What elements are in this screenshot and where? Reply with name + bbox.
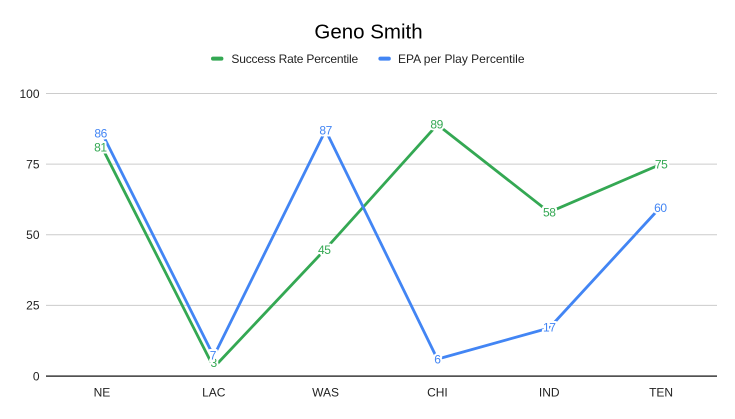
svg-text:IND: IND [539, 386, 560, 400]
svg-text:TEN: TEN [649, 386, 673, 400]
svg-text:3: 3 [210, 356, 217, 370]
svg-text:50: 50 [26, 228, 40, 242]
svg-text:Geno Smith: Geno Smith [314, 21, 422, 44]
svg-text:60: 60 [654, 201, 667, 215]
svg-text:CHI: CHI [427, 386, 448, 400]
svg-text:Success Rate Percentile: Success Rate Percentile [231, 52, 358, 66]
svg-text:75: 75 [26, 157, 40, 171]
svg-text:81: 81 [94, 141, 107, 155]
svg-text:87: 87 [319, 124, 332, 138]
svg-text:75: 75 [655, 157, 668, 171]
svg-text:0: 0 [33, 369, 40, 383]
svg-text:NE: NE [94, 386, 111, 400]
svg-text:25: 25 [26, 299, 40, 313]
svg-text:WAS: WAS [312, 386, 339, 400]
svg-text:EPA per Play Percentile: EPA per Play Percentile [398, 52, 525, 66]
svg-text:89: 89 [430, 118, 443, 132]
svg-text:45: 45 [318, 243, 331, 257]
svg-text:6: 6 [434, 352, 441, 366]
svg-text:86: 86 [94, 127, 107, 141]
svg-text:17: 17 [543, 321, 556, 335]
svg-text:100: 100 [19, 87, 39, 101]
svg-text:58: 58 [543, 206, 556, 220]
svg-text:7: 7 [210, 348, 217, 362]
svg-text:LAC: LAC [202, 386, 226, 400]
